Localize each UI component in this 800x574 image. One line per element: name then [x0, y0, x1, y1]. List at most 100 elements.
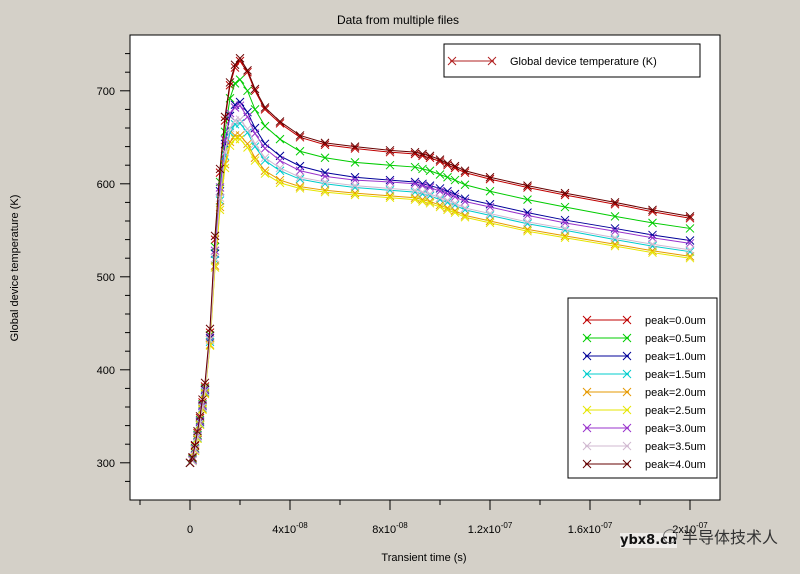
data-point-marker	[235, 131, 245, 140]
data-point-marker	[410, 185, 420, 195]
data-point-marker	[425, 151, 435, 161]
data-point-marker	[275, 178, 285, 188]
data-point-marker	[275, 163, 285, 173]
data-point-marker	[320, 177, 330, 187]
series-layer	[185, 53, 695, 468]
x-tick-label: 4x10-08	[272, 521, 308, 536]
data-point-marker	[410, 195, 420, 204]
data-point-marker	[215, 164, 225, 174]
legend-label: peak=0.0um	[645, 315, 706, 327]
data-point-marker	[610, 226, 620, 236]
legend-marker	[582, 315, 592, 325]
data-point-marker	[205, 335, 215, 345]
data-point-marker	[243, 124, 252, 134]
x-axis: 0 4x10-08 8x10-08 1.2x10-07 1.6x10-07 2x10-07	[139, 500, 708, 536]
data-point-marker	[193, 426, 202, 436]
data-point-marker	[485, 202, 495, 212]
data-point-marker	[418, 197, 427, 206]
data-point-marker	[230, 103, 240, 112]
legend-label: peak=1.0um	[645, 351, 706, 363]
legend-marker	[582, 459, 592, 469]
data-point-marker	[648, 248, 657, 257]
legend-label: peak=2.5um	[645, 405, 706, 417]
data-point-marker	[260, 156, 270, 165]
data-point-marker	[610, 198, 620, 207]
data-point-marker	[443, 205, 452, 215]
series-legend: peak=0.0um peak=0.5um peak=1.0um peak=1.5um…	[567, 297, 718, 479]
data-point-marker	[210, 246, 220, 256]
data-point-marker	[450, 192, 460, 202]
legend-entry: peak=1.0um	[582, 351, 706, 363]
data-point-marker	[443, 158, 452, 168]
data-point-marker	[485, 186, 495, 196]
data-point-marker	[648, 233, 657, 243]
legend-entry: peak=2.5um	[582, 405, 706, 417]
data-point-marker	[460, 166, 470, 176]
series-legend-box	[567, 297, 718, 479]
y-tick-label: 400	[97, 365, 115, 377]
data-point-marker	[443, 196, 452, 205]
data-point-marker	[275, 175, 285, 185]
data-point-marker	[418, 164, 427, 174]
legend-marker	[622, 369, 632, 379]
data-point-marker	[210, 231, 220, 241]
data-point-marker	[260, 103, 270, 112]
data-point-marker	[200, 378, 210, 388]
data-point-marker	[560, 202, 570, 212]
data-point-marker	[435, 155, 445, 164]
data-point-marker	[185, 458, 195, 468]
data-point-marker	[205, 324, 215, 334]
data-point-marker	[450, 189, 460, 199]
data-point-marker	[243, 112, 252, 122]
legend-marker	[582, 423, 592, 433]
data-point-marker	[685, 251, 695, 261]
data-point-marker	[460, 194, 470, 204]
data-point-marker	[435, 193, 445, 203]
data-point-marker	[610, 241, 620, 251]
data-point-marker	[385, 184, 395, 193]
data-point-marker	[230, 63, 240, 72]
legend-entry: peak=4.0um	[582, 459, 706, 471]
data-point-marker	[235, 115, 245, 124]
legend-marker	[447, 56, 457, 66]
data-point-marker	[295, 172, 305, 182]
top-legend-label: Global device temperature (K)	[510, 56, 657, 68]
series-peak=4.0um	[185, 53, 695, 468]
data-point-marker	[385, 147, 395, 157]
y-tick-label: 600	[97, 179, 115, 191]
x-tick-label: 1.6x10-07	[568, 521, 613, 536]
watermark: ◯ 半导体技术人	[662, 524, 778, 548]
data-point-marker	[243, 139, 252, 149]
data-point-marker	[450, 161, 460, 171]
legend-marker	[582, 405, 592, 415]
data-point-marker	[460, 212, 470, 222]
data-point-marker	[648, 218, 657, 228]
data-point-marker	[350, 190, 360, 200]
data-point-marker	[410, 149, 420, 159]
data-point-marker	[275, 117, 285, 126]
data-point-marker	[235, 56, 245, 66]
data-point-marker	[220, 112, 230, 122]
data-point-marker	[260, 144, 270, 153]
data-point-marker	[410, 162, 420, 172]
data-point-marker	[685, 211, 695, 221]
data-point-marker	[443, 172, 452, 182]
legend-marker	[487, 56, 497, 66]
data-point-marker	[243, 86, 252, 96]
legend-marker	[622, 441, 632, 451]
data-point-marker	[195, 411, 205, 421]
data-point-marker	[215, 183, 225, 192]
data-point-marker	[418, 181, 427, 191]
data-point-marker	[685, 245, 695, 255]
data-point-marker	[225, 78, 235, 87]
data-point-marker	[560, 224, 570, 233]
watermark-text: 半导体技术人	[681, 528, 778, 547]
y-axis-title: Global device temperature (K)	[9, 195, 21, 342]
data-point-marker	[648, 239, 657, 249]
x-axis-title: Transient time (s)	[381, 552, 466, 564]
legend-marker	[582, 441, 592, 451]
data-point-marker	[685, 238, 695, 248]
data-point-marker	[685, 224, 695, 233]
data-point-marker	[295, 146, 305, 156]
data-point-marker	[275, 134, 285, 144]
